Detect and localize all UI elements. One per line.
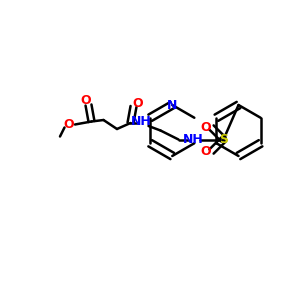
Text: NH: NH: [183, 133, 204, 146]
Text: O: O: [64, 118, 74, 131]
Text: O: O: [200, 145, 211, 158]
Text: O: O: [80, 94, 91, 107]
Text: S: S: [219, 133, 228, 146]
Text: NH: NH: [130, 115, 152, 128]
Text: N: N: [167, 98, 177, 112]
Text: O: O: [133, 97, 143, 110]
Text: O: O: [200, 121, 211, 134]
